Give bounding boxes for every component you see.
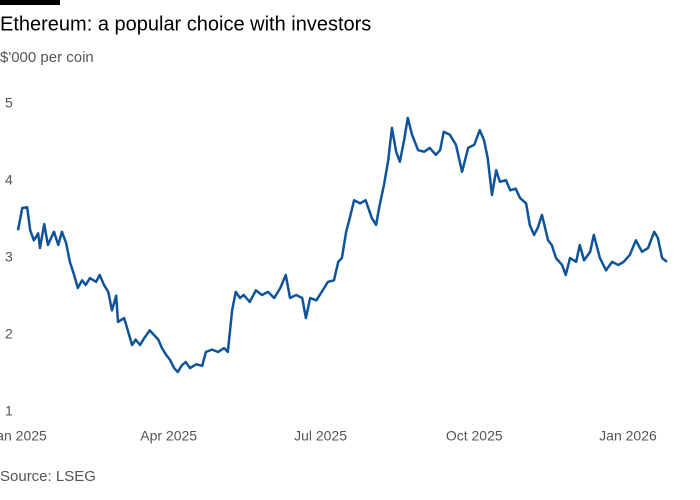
x-tick-label: Jul 2025 <box>294 428 347 444</box>
chart-title: Ethereum: a popular choice with investor… <box>0 13 371 35</box>
y-tick-label: 4 <box>5 172 13 188</box>
price-line <box>16 116 668 374</box>
x-tick-label: Jan 2025 <box>0 428 47 444</box>
y-tick-label: 1 <box>5 403 13 419</box>
source: Source: LSEG <box>0 468 96 485</box>
chart-subtitle: $'000 per coin <box>0 49 94 66</box>
x-tick-label: Apr 2025 <box>140 428 197 444</box>
y-tick-label: 3 <box>5 249 13 265</box>
y-tick-label: 5 <box>5 95 13 111</box>
x-tick-label: Jan 2026 <box>599 428 657 444</box>
y-tick-label: 2 <box>5 326 13 342</box>
brand-bar <box>0 0 60 5</box>
x-tick-label: Oct 2025 <box>446 428 503 444</box>
